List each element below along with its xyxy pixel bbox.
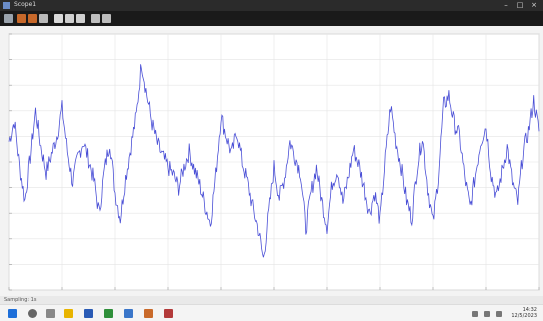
title-bar: Scope1 – □ × bbox=[0, 0, 543, 11]
task-view-icon[interactable] bbox=[46, 309, 55, 318]
clock[interactable]: 14:32 12/5/2023 bbox=[511, 307, 537, 319]
clock-time: 14:32 bbox=[522, 307, 537, 313]
scope-plot[interactable] bbox=[0, 26, 543, 296]
close-icon[interactable]: × bbox=[531, 1, 537, 9]
zoom-icon[interactable] bbox=[65, 14, 74, 23]
stop-icon[interactable] bbox=[39, 14, 48, 23]
network-icon[interactable] bbox=[484, 311, 490, 317]
start-icon[interactable] bbox=[8, 309, 17, 318]
volume-icon[interactable] bbox=[496, 311, 502, 317]
status-text: Sampling: 1s bbox=[4, 297, 37, 303]
scope-window bbox=[0, 26, 543, 304]
status-bar: Sampling: 1s bbox=[0, 296, 543, 304]
taskbar: 14:32 12/5/2023 bbox=[0, 304, 543, 321]
matlab-icon[interactable] bbox=[124, 309, 133, 318]
settings-icon[interactable] bbox=[4, 14, 13, 23]
zoom-y-icon[interactable] bbox=[91, 14, 100, 23]
tray-icon[interactable] bbox=[472, 311, 478, 317]
step-icon[interactable] bbox=[28, 14, 37, 23]
search-icon[interactable] bbox=[28, 309, 37, 318]
clock-date: 12/5/2023 bbox=[511, 313, 537, 319]
file-explorer-icon[interactable] bbox=[64, 309, 73, 318]
autoscale-icon[interactable] bbox=[102, 14, 111, 23]
minimize-icon[interactable]: – bbox=[504, 1, 508, 9]
browser-icon[interactable] bbox=[84, 309, 93, 318]
maximize-icon[interactable]: □ bbox=[516, 1, 524, 9]
app-icon-red[interactable] bbox=[164, 309, 173, 318]
window-title: Scope1 bbox=[14, 1, 37, 8]
play-icon[interactable] bbox=[17, 14, 26, 23]
simulink-icon[interactable] bbox=[144, 309, 153, 318]
app-icon-green[interactable] bbox=[104, 309, 113, 318]
zoom-x-icon[interactable] bbox=[76, 14, 85, 23]
signal-trace bbox=[8, 64, 540, 258]
toolbar bbox=[0, 11, 543, 26]
highlight-icon[interactable] bbox=[54, 14, 63, 23]
app-icon bbox=[3, 2, 10, 9]
